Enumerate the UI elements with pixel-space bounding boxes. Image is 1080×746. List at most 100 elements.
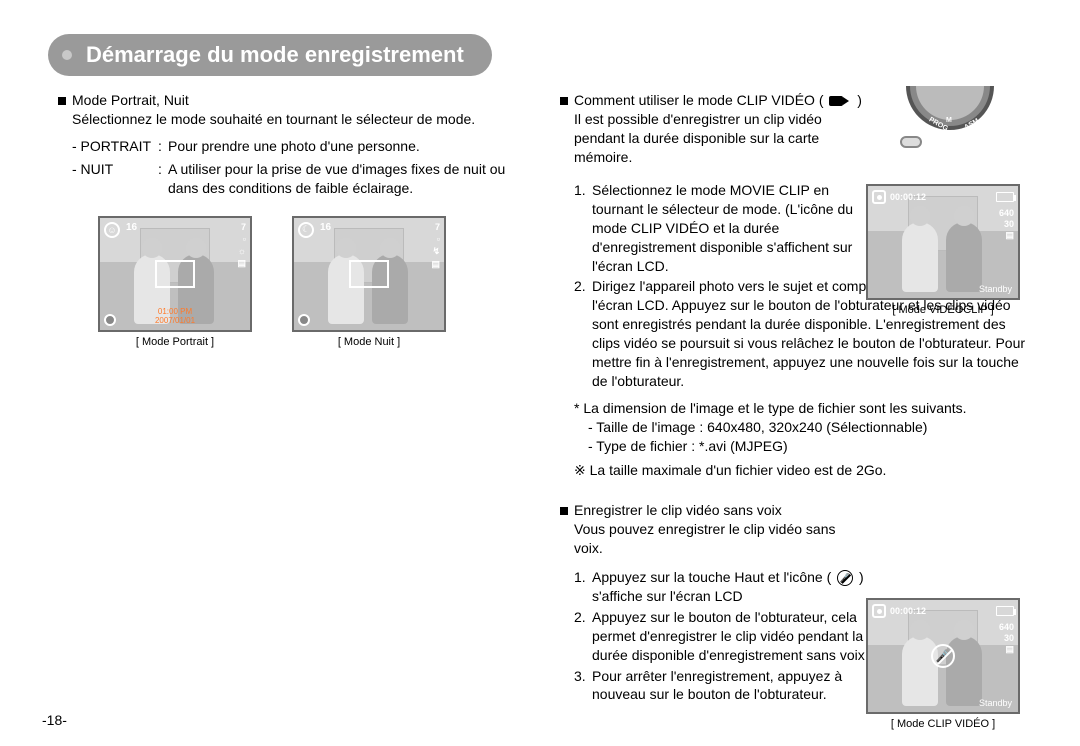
battery-icon: [996, 192, 1014, 202]
osd-right: 7 ▫☼▤: [237, 222, 246, 269]
step-text: Appuyez sur la touche Haut et l'icône ( …: [592, 568, 870, 606]
right-section1-head: Comment utiliser le mode CLIP VIDÉO ( ): [560, 92, 868, 108]
redeye-icon: [298, 314, 310, 326]
camera-screen-videoclip: 00:00:12 640 30 ▤ Standby: [866, 184, 1020, 300]
osd-right-item: 7: [241, 222, 246, 232]
thumb-nuit: ☾ 16 7 ▫↯▤ [ Mode Nuit ]: [292, 216, 446, 348]
square-bullet-icon: [560, 507, 568, 515]
mode-label: - NUIT: [72, 160, 158, 198]
record-time: 00:00:12: [890, 192, 926, 202]
left-section-head: Mode Portrait, Nuit: [58, 92, 518, 108]
osd-right-item: 7: [435, 222, 440, 232]
snow-note: ※ La taille maximale d'un fichier video …: [574, 461, 1030, 480]
mode-colon: :: [158, 160, 168, 198]
fps-value: 30: [1004, 633, 1014, 643]
camera-screen-clipvideo: 00:00:12 640 30 ▤ 🎤 Standby: [866, 598, 1020, 714]
mode-desc: A utiliser pour la prise de vue d'images…: [168, 160, 518, 198]
mode-label: - PORTRAIT: [72, 137, 158, 156]
stab-icon: ▤: [1005, 230, 1014, 241]
mute-video-section: Enregistrer le clip vidéo sans voix Vous…: [560, 502, 868, 704]
resolution-stack: 640 30 ▤: [999, 622, 1014, 655]
standby-label: Standby: [979, 284, 1012, 294]
page-title: Démarrage du mode enregistrement: [86, 42, 464, 68]
dial-label: SCENE: [981, 122, 999, 146]
step-text: Pour arrêter l'enregistrement, appuyez à…: [592, 667, 870, 705]
star-note: * La dimension de l'image et le type de …: [574, 399, 1030, 418]
right-section1-intro: Il est possible d'enregistrer un clip vi…: [574, 110, 868, 167]
mode-dial-illustration: AUTO PROG M ASM SCENE: [880, 92, 1020, 162]
camera-screen-nuit: ☾ 16 7 ▫↯▤: [292, 216, 446, 332]
stab-icon: ▤: [1005, 644, 1014, 655]
shots-remaining: 16: [126, 222, 137, 233]
record-time: 00:00:12: [890, 606, 926, 616]
right-section2-intro: Vous pouvez enregistrer le clip vidéo sa…: [574, 520, 868, 558]
left-intro: Sélectionnez le mode souhaité en tournan…: [72, 110, 518, 129]
video-mode-section: Comment utiliser le mode CLIP VIDÉO ( ) …: [560, 92, 868, 167]
thumb-portrait: ☺ 16 7 ▫☼▤ 01:00 PM 2007/01/01 [ Mode Po…: [98, 216, 252, 348]
mode-icon: ☺: [104, 222, 120, 238]
star-sub2: - Type de fichier : *.avi (MJPEG): [588, 437, 1030, 456]
mute-steps-list: 1. Appuyez sur la touche Haut et l'icône…: [574, 568, 868, 704]
thumb-caption: [ Mode VIDÉOCLIP ]: [866, 304, 1020, 316]
osd-datetime: 01:00 PM 2007/01/01: [155, 308, 195, 326]
page-title-pill: Démarrage du mode enregistrement: [48, 34, 492, 76]
videoclip-thumb-wrap: 00:00:12 640 30 ▤ Standby [ Mode VIDÉOCL…: [866, 184, 1020, 316]
mode-colon: :: [158, 137, 168, 156]
step-number: 2.: [574, 608, 592, 665]
mute-step-1: 1. Appuyez sur la touche Haut et l'icône…: [574, 568, 870, 606]
dial-label: M: [946, 117, 952, 124]
mode-desc: Pour prendre une photo d'une personne.: [168, 137, 518, 156]
res-value: 640: [999, 208, 1014, 218]
step-text: Appuyez sur le bouton de l'obturateur, c…: [592, 608, 870, 665]
left-section-title: Mode Portrait, Nuit: [72, 92, 189, 108]
record-icon: [872, 190, 886, 204]
thumb-caption: [ Mode CLIP VIDÉO ]: [866, 718, 1020, 730]
page-number: -18-: [42, 712, 67, 728]
left-thumbnails: ☺ 16 7 ▫☼▤ 01:00 PM 2007/01/01 [ Mode Po…: [98, 216, 518, 348]
video-osd-bar: 00:00:12: [872, 604, 1014, 618]
step-number: 1.: [574, 568, 592, 606]
shots-remaining: 16: [320, 222, 331, 233]
standby-label: Standby: [979, 698, 1012, 708]
square-bullet-icon: [560, 97, 568, 105]
focus-frame-icon: [349, 260, 389, 288]
step-number: 3.: [574, 667, 592, 705]
step-text: Sélectionnez le mode MOVIE CLIP en tourn…: [592, 181, 874, 275]
left-column: Mode Portrait, Nuit Sélectionnez le mode…: [58, 92, 518, 348]
mode-list: - PORTRAIT : Pour prendre une photo d'un…: [72, 137, 518, 198]
mode-row-nuit: - NUIT : A utiliser pour la prise de vue…: [72, 160, 518, 198]
fps-value: 30: [1004, 219, 1014, 229]
square-bullet-icon: [58, 97, 66, 105]
right-section1-title: Comment utiliser le mode CLIP VIDÉO ( ): [574, 92, 862, 108]
video-camera-icon: [829, 94, 851, 108]
dial-pointer-icon: [900, 136, 922, 148]
title-post: ): [857, 92, 862, 108]
osd-date: 2007/01/01: [155, 317, 195, 326]
step-number: 1.: [574, 181, 592, 275]
mic-off-overlay-icon: 🎤: [931, 644, 955, 668]
mic-off-icon: [837, 570, 853, 586]
focus-frame-icon: [155, 260, 195, 288]
camera-screen-portrait: ☺ 16 7 ▫☼▤ 01:00 PM 2007/01/01: [98, 216, 252, 332]
mute-step-2: 2. Appuyez sur le bouton de l'obturateur…: [574, 608, 870, 665]
mode-icon: ☾: [298, 222, 314, 238]
right-section2-title: Enregistrer le clip vidéo sans voix: [574, 502, 782, 518]
mode-row-portrait: - PORTRAIT : Pour prendre une photo d'un…: [72, 137, 518, 156]
res-value: 640: [999, 622, 1014, 632]
title-dot-icon: [62, 50, 72, 60]
redeye-icon: [104, 314, 116, 326]
resolution-stack: 640 30 ▤: [999, 208, 1014, 241]
osd-right: 7 ▫↯▤: [431, 222, 440, 270]
right-column: AUTO PROG M ASM SCENE Comment utiliser l…: [560, 92, 1030, 706]
star-sub1: - Taille de l'image : 640x480, 320x240 (…: [588, 418, 1030, 437]
thumb-caption: [ Mode Portrait ]: [136, 336, 214, 348]
clipvideo-thumb-wrap: 00:00:12 640 30 ▤ 🎤 Standby [ Mode CLIP …: [866, 598, 1020, 730]
video-osd-bar: 00:00:12: [872, 190, 1014, 204]
thumb-caption: [ Mode Nuit ]: [338, 336, 400, 348]
step-number: 2.: [574, 277, 592, 390]
battery-icon: [996, 606, 1014, 616]
title-pre: Comment utiliser le mode CLIP VIDÉO (: [574, 92, 824, 108]
mute-step-3: 3. Pour arrêter l'enregistrement, appuye…: [574, 667, 870, 705]
record-icon: [872, 604, 886, 618]
right-section2-head: Enregistrer le clip vidéo sans voix: [560, 502, 868, 518]
